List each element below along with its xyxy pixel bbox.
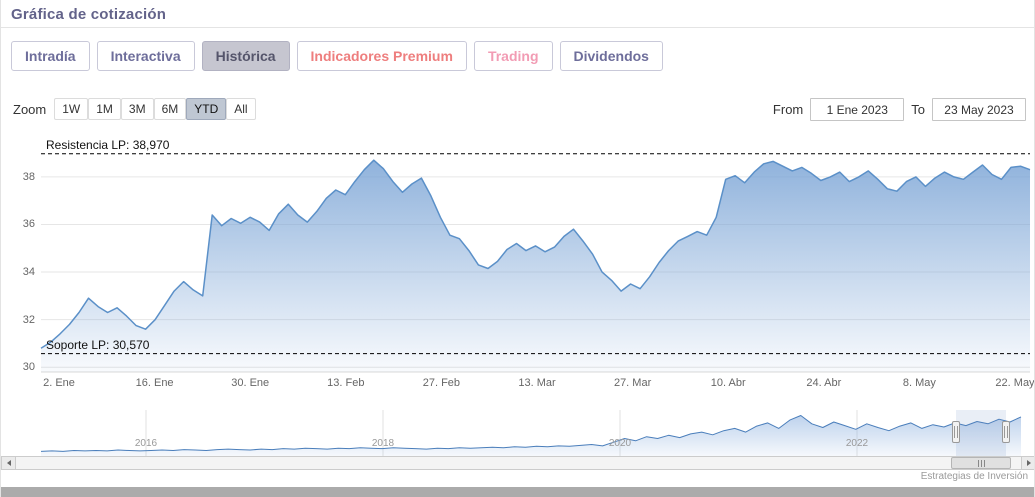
scrollbar-right-button[interactable] <box>1021 456 1034 470</box>
bottom-divider <box>1 487 1034 497</box>
tab-trading[interactable]: Trading <box>473 41 553 71</box>
tab-intradia[interactable]: Intradía <box>11 41 90 71</box>
scrollbar-track[interactable] <box>16 456 1021 470</box>
tab-indicadores-premium[interactable]: Indicadores Premium <box>296 41 467 71</box>
tab-interactiva[interactable]: Interactiva <box>96 41 195 71</box>
y-tick-label: 36 <box>22 218 35 231</box>
navigator-right-handle[interactable] <box>1002 421 1010 443</box>
zoom-button-ytd[interactable]: YTD <box>186 98 227 120</box>
zoom-controls: Zoom 1W 1M 3M 6M YTD All <box>13 98 256 120</box>
from-label: From <box>772 102 804 117</box>
y-tick-label: 32 <box>22 313 35 326</box>
zoom-button-1w[interactable]: 1W <box>54 98 89 120</box>
page-title: Gráfica de cotización <box>11 6 167 23</box>
x-tick-label: 13. Feb <box>327 377 365 389</box>
navigator-year-label: 2020 <box>608 438 632 449</box>
x-tick-label: 27. Feb <box>422 377 461 389</box>
x-tick-label: 2. Ene <box>43 377 75 389</box>
tab-historica[interactable]: Histórica <box>201 41 290 71</box>
tab-dividendos[interactable]: Dividendos <box>559 41 663 71</box>
x-tick-label: 8. May <box>902 377 936 389</box>
x-tick-label: 16. Ene <box>135 377 174 389</box>
left-arrow-icon <box>6 460 11 466</box>
navigator-scrollbar <box>1 456 1034 470</box>
zoom-button-group: 1W 1M 3M 6M YTD All <box>54 98 256 120</box>
x-tick-label: 27. Mar <box>613 377 652 389</box>
zoom-button-all[interactable]: All <box>226 98 256 120</box>
title-divider <box>1 27 1034 28</box>
navigator-left-handle[interactable] <box>952 421 960 443</box>
y-tick-label: 34 <box>22 266 35 279</box>
scrollbar-left-button[interactable] <box>1 456 16 470</box>
support-label: Soporte LP: 30,570 <box>46 337 150 352</box>
to-label: To <box>911 102 925 117</box>
y-tick-label: 30 <box>22 361 35 374</box>
y-tick-label: 38 <box>22 170 35 183</box>
scrollbar-thumb[interactable] <box>951 457 1011 469</box>
x-tick-label: 24. Abr <box>806 377 842 389</box>
navigator-year-label: 2018 <box>371 438 395 449</box>
x-tick-label: 13. Mar <box>518 377 556 389</box>
zoom-button-1m[interactable]: 1M <box>88 98 121 120</box>
right-arrow-icon <box>1026 460 1031 466</box>
x-tick-label: 30. Ene <box>231 377 270 389</box>
zoom-button-3m[interactable]: 3M <box>120 98 154 120</box>
zoom-label: Zoom <box>13 101 47 117</box>
x-tick-label: 22. May <box>995 377 1035 389</box>
credit-text: Estrategias de Inversión <box>920 471 1028 482</box>
navigator-year-label: 2022 <box>845 438 869 449</box>
resistance-label: Resistencia LP: 38,970 <box>46 137 170 152</box>
chart-tabs: Intradía Interactiva Histórica Indicadores … <box>11 41 663 71</box>
navigator-year-label: 2016 <box>134 438 158 449</box>
from-date-input[interactable] <box>810 98 905 121</box>
x-tick-label: 10. Abr <box>710 377 746 389</box>
date-range-controls: From To <box>773 98 1026 121</box>
zoom-button-6m[interactable]: 6M <box>153 98 187 120</box>
to-date-input[interactable] <box>932 98 1026 121</box>
